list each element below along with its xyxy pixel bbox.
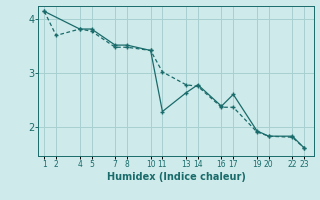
X-axis label: Humidex (Indice chaleur): Humidex (Indice chaleur)	[107, 172, 245, 182]
